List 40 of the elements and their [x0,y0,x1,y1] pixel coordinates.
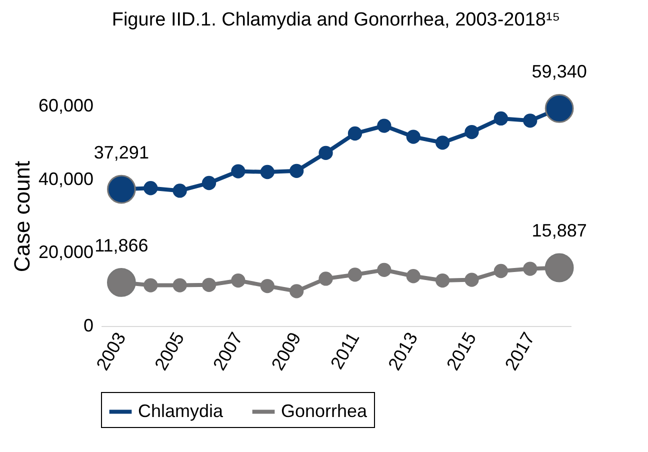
legend-label: Gonorrhea [281,400,368,421]
y-tick-label: 20,000 [38,242,94,262]
point [464,272,479,287]
point [435,273,450,288]
point [318,272,333,286]
data-label: 59,340 [532,61,587,82]
point [348,126,362,141]
point [523,262,538,276]
point [202,278,216,292]
point [260,164,274,180]
point [231,164,246,178]
point [494,111,508,126]
point [377,118,392,133]
y-tick-label: 40,000 [38,168,94,189]
point [406,269,420,284]
point [172,278,187,292]
y-tick-label: 0 [83,316,94,336]
point [231,273,246,288]
legend-label: Chlamydia [138,400,224,421]
y-axis-title: Case count [9,160,34,272]
point [202,176,216,190]
point [464,124,479,140]
point [377,262,392,277]
point [523,114,538,128]
point [260,278,274,294]
point [290,284,304,298]
point [494,264,508,278]
point [406,130,420,144]
data-label: 37,291 [94,142,149,162]
y-tick-label: 60,000 [38,96,94,116]
point [144,278,158,292]
data-label: 11,866 [94,235,148,256]
point [318,146,333,160]
point [348,268,362,282]
point [435,136,450,150]
point [172,184,187,198]
point [290,164,304,178]
data-label: 15,887 [532,220,587,241]
point [144,181,158,196]
chart-title: Figure IID.1. Chlamydia and Gonorrhea, 2003-2018¹⁵ [112,9,560,30]
